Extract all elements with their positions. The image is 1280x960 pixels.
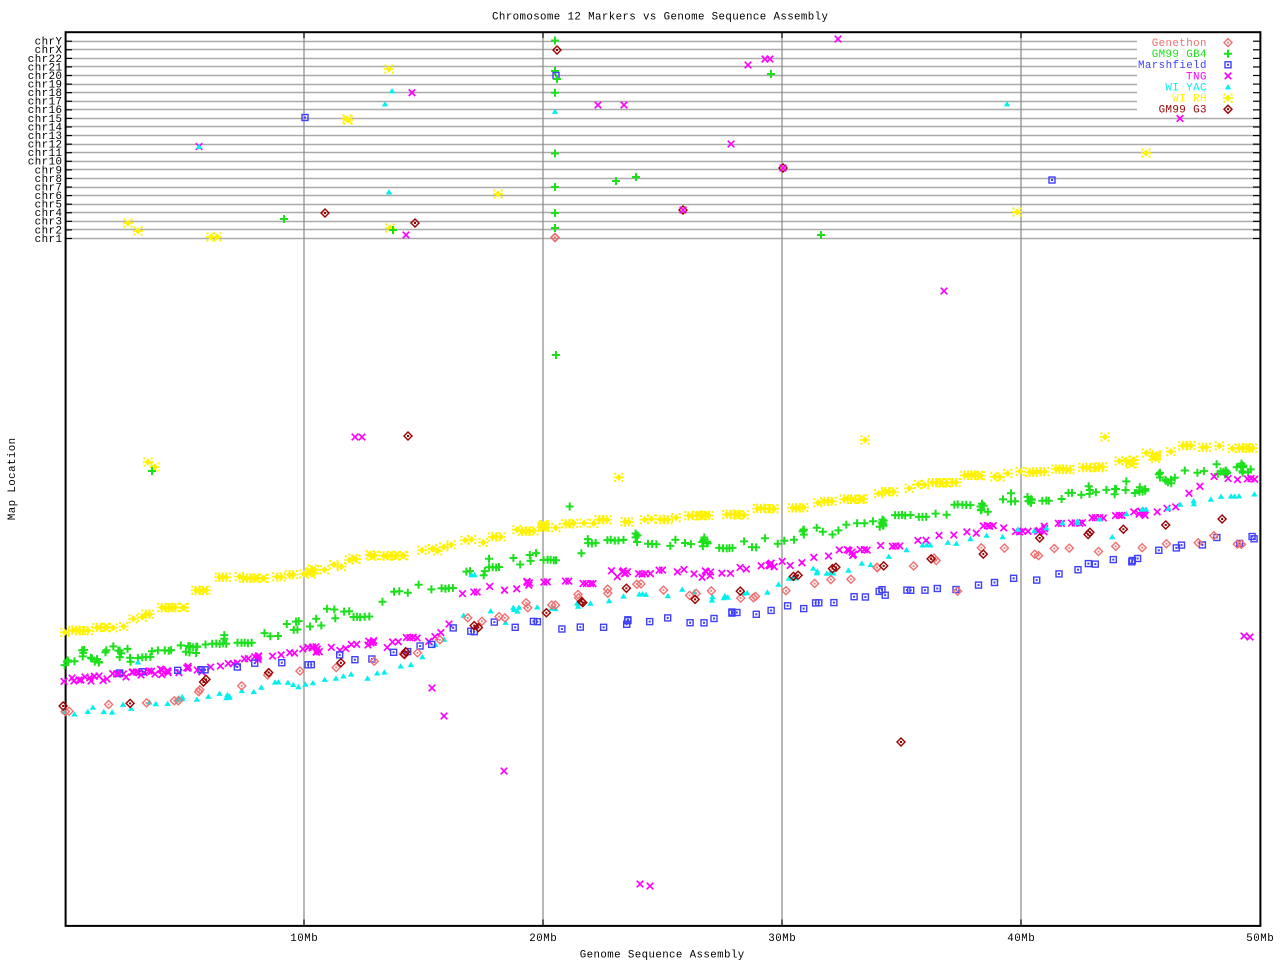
svg-text:50Mb: 50Mb bbox=[1246, 933, 1273, 945]
svg-text:GM99 G3: GM99 G3 bbox=[1159, 105, 1207, 117]
svg-text:chr21: chr21 bbox=[28, 62, 62, 74]
svg-text:chr6: chr6 bbox=[35, 191, 62, 203]
svg-text:chr3: chr3 bbox=[35, 217, 62, 229]
svg-text:chr12: chr12 bbox=[28, 140, 62, 152]
svg-text:WI YAC: WI YAC bbox=[1165, 82, 1207, 94]
svg-text:30Mb: 30Mb bbox=[768, 933, 795, 945]
svg-text:chrY: chrY bbox=[35, 37, 63, 49]
svg-text:Chromosome 12 Markers vs Genom: Chromosome 12 Markers vs Genome Sequence… bbox=[492, 12, 829, 24]
svg-text:chr17: chr17 bbox=[28, 97, 62, 109]
svg-text:Marshfield: Marshfield bbox=[1138, 60, 1207, 72]
svg-text:chr8: chr8 bbox=[35, 174, 62, 186]
svg-text:chr9: chr9 bbox=[35, 165, 62, 177]
svg-text:chr15: chr15 bbox=[28, 114, 62, 126]
svg-text:chr13: chr13 bbox=[28, 131, 62, 143]
svg-text:chr10: chr10 bbox=[28, 157, 62, 169]
svg-text:Genome Sequence Assembly: Genome Sequence Assembly bbox=[580, 950, 745, 960]
svg-text:GM99 GB4: GM99 GB4 bbox=[1152, 49, 1207, 61]
svg-text:chr22: chr22 bbox=[28, 54, 62, 66]
svg-text:20Mb: 20Mb bbox=[529, 933, 556, 945]
svg-text:chr2: chr2 bbox=[35, 225, 62, 237]
svg-text:chr16: chr16 bbox=[28, 105, 62, 117]
svg-text:WI RH: WI RH bbox=[1172, 94, 1206, 106]
svg-text:chr11: chr11 bbox=[28, 148, 62, 160]
svg-text:chrX: chrX bbox=[35, 45, 63, 57]
svg-text:chr19: chr19 bbox=[28, 80, 62, 92]
svg-text:chr1: chr1 bbox=[35, 234, 62, 246]
svg-text:10Mb: 10Mb bbox=[290, 933, 317, 945]
svg-text:chr20: chr20 bbox=[28, 71, 62, 83]
svg-text:Genethon: Genethon bbox=[1152, 38, 1207, 50]
svg-text:chr7: chr7 bbox=[35, 182, 62, 194]
svg-text:chr14: chr14 bbox=[28, 122, 62, 134]
svg-text:TNG: TNG bbox=[1186, 71, 1207, 83]
svg-text:chr4: chr4 bbox=[35, 208, 62, 220]
svg-text:40Mb: 40Mb bbox=[1007, 933, 1034, 945]
svg-text:chr5: chr5 bbox=[35, 200, 62, 212]
svg-text:Map Location: Map Location bbox=[7, 438, 19, 520]
svg-text:chr18: chr18 bbox=[28, 88, 62, 100]
